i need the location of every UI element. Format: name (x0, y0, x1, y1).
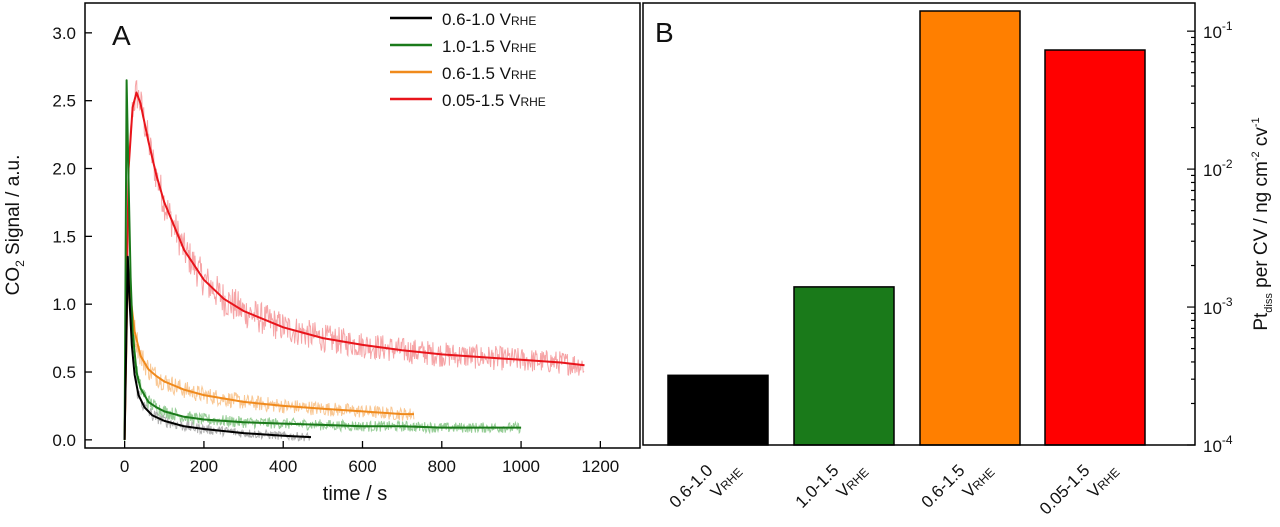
panel-a-x-tick-label: 1000 (502, 457, 540, 476)
series-noise-band (124, 269, 415, 440)
panel-b-y-tick-label: 10-3 (1203, 295, 1233, 318)
panel-a-y-tick-label: 0.5 (52, 363, 76, 382)
series-line (123, 79, 522, 440)
panel-a-y-axis-label: CO2 Signal / a.u. (3, 155, 27, 296)
panel-a-x-axis-label: time / s (323, 483, 387, 505)
category-label-line2: VRHE (707, 462, 746, 501)
legend-entry: 0.05-1.5 VRHE (442, 91, 546, 110)
category-label-line2: VRHE (833, 462, 872, 501)
series-line (123, 91, 585, 440)
panel-a-y-tick-label: 2.5 (52, 92, 76, 111)
panel-a-plot-frame (84, 2, 641, 449)
panel-a-label: A (112, 20, 131, 51)
legend-entry: 1.0-1.5 VRHE (442, 37, 536, 56)
panel-a-y-tick-label: 0.0 (52, 431, 76, 450)
bar (1044, 49, 1146, 446)
bar (793, 286, 895, 446)
panel-a-x-tick-label: 1200 (581, 457, 619, 476)
panel-b-y-tick-label: 10-1 (1203, 19, 1233, 42)
panel-a-line-chart: 0 200 400 600 800 1000 1200 0.0 0.5 1.0 1.5 2.0 2.5… (3, 2, 641, 505)
category-label-line2: VRHE (959, 462, 998, 501)
panel-a-x-tick-label: 400 (269, 457, 297, 476)
panel-a-x-tick-label: 600 (348, 457, 376, 476)
category-label-line2: VRHE (1084, 462, 1123, 501)
bar (667, 374, 769, 446)
legend-entry: 0.6-1.0 VRHE (442, 10, 536, 29)
panel-a-y-tick-label: 2.0 (52, 160, 76, 179)
panel-b-y-tick-label: 10-2 (1203, 157, 1233, 180)
panel-a-x-tick-label: 200 (190, 457, 218, 476)
legend-entry: 0.6-1.5 VRHE (442, 64, 536, 83)
bar (919, 10, 1021, 446)
panel-a-legend: 0.6-1.0 VRHE 1.0-1.5 VRHE 0.6-1.5 VRHE 0.05… (390, 10, 546, 110)
panel-a-x-tick-label: 800 (428, 457, 456, 476)
panel-b-label: B (655, 17, 674, 48)
panel-a-y-tick-label: 1.0 (52, 295, 76, 314)
panel-a-y-tick-label: 3.0 (52, 24, 76, 43)
series-noise-band (124, 89, 521, 443)
series-line (123, 255, 312, 440)
panel-a-y-tick-label: 1.5 (52, 227, 76, 246)
series-noise-band (124, 79, 585, 439)
panel-b-y-tick-label: 10-4 (1203, 433, 1233, 456)
panel-a-x-tick-label: 0 (120, 457, 129, 476)
panel-b-y-axis-label: Ptdiss per CV / ng cm-2 cv-1 (1250, 117, 1275, 330)
